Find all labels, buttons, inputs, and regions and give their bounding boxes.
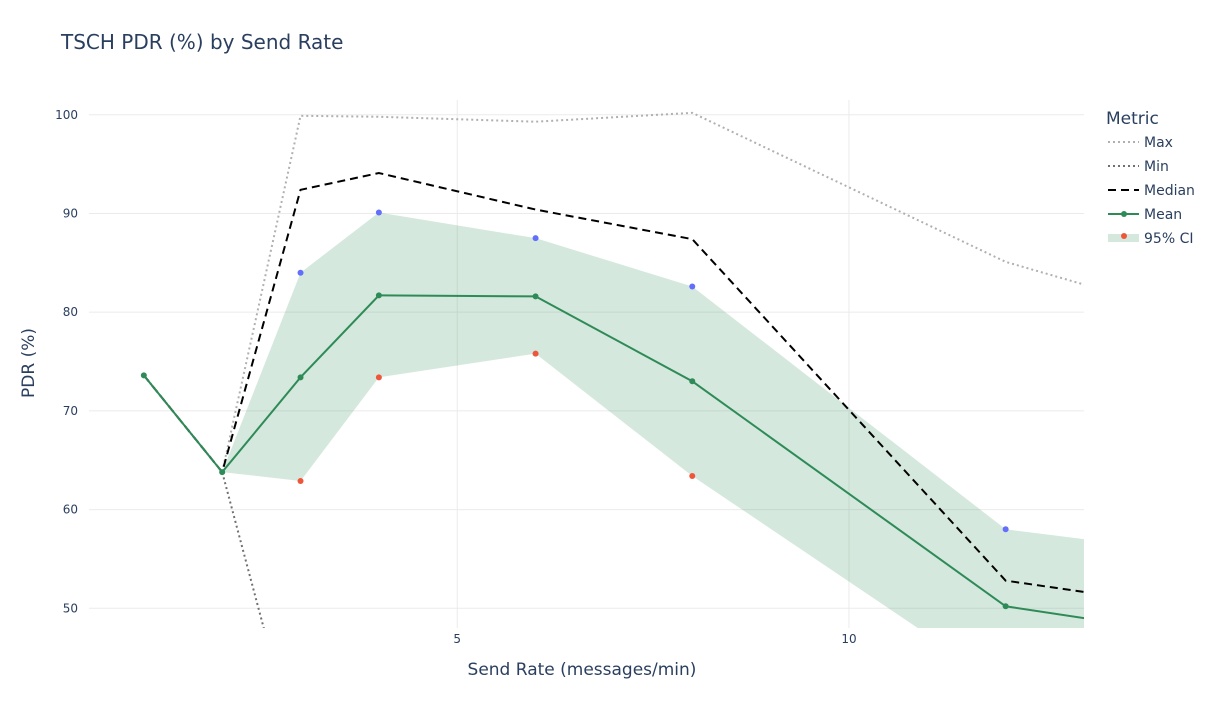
legend-label: Mean bbox=[1144, 207, 1182, 223]
legend-title: Metric bbox=[1106, 109, 1159, 129]
legend-item-median[interactable]: Median bbox=[1108, 183, 1195, 199]
legend[interactable]: Metric Max Min Median Mean 95% CI bbox=[1106, 109, 1195, 247]
legend-marker bbox=[1121, 211, 1127, 217]
legend-label: Min bbox=[1144, 159, 1169, 175]
ci-upper-point bbox=[532, 235, 539, 242]
mean-point bbox=[219, 469, 226, 476]
mean-point bbox=[375, 292, 382, 299]
chart-title: TSCH PDR (%) by Send Rate bbox=[60, 30, 343, 54]
ci-upper-point bbox=[1159, 546, 1165, 552]
y-tick-label: 90 bbox=[63, 206, 78, 220]
max-line bbox=[143, 111, 1084, 475]
legend-item-mean[interactable]: Mean bbox=[1108, 207, 1182, 223]
legend-item-95-ci[interactable]: 95% CI bbox=[1108, 231, 1193, 247]
legend-item-min[interactable]: Min bbox=[1108, 159, 1169, 175]
y-tick-label: 60 bbox=[63, 503, 78, 517]
ci-lower-point bbox=[1003, 684, 1009, 690]
y-tick-label: 50 bbox=[63, 601, 78, 615]
x-axis-title: Send Rate (messages/min) bbox=[468, 660, 697, 680]
legend-item-max[interactable]: Max bbox=[1108, 135, 1173, 151]
axes: 50 60 70 80 90 100 5 10 bbox=[55, 108, 857, 646]
ci-band bbox=[143, 212, 1084, 628]
mean-point bbox=[1159, 627, 1165, 633]
median-line bbox=[143, 172, 1084, 593]
x-tick-label: 10 bbox=[841, 632, 856, 646]
ci-upper-point bbox=[689, 283, 696, 290]
ci-lower-point bbox=[532, 350, 539, 357]
plot-area bbox=[140, 111, 1165, 690]
y-tick-label: 100 bbox=[55, 108, 78, 122]
mean-point bbox=[689, 378, 696, 385]
mean-point bbox=[1002, 603, 1009, 610]
y-tick-label: 80 bbox=[63, 305, 78, 319]
ci-upper-point bbox=[375, 209, 382, 216]
ci-lower-point bbox=[689, 473, 696, 480]
legend-label: Median bbox=[1144, 183, 1195, 199]
legend-marker bbox=[1121, 233, 1127, 239]
mean-point bbox=[532, 293, 539, 300]
legend-label: 95% CI bbox=[1144, 231, 1193, 247]
legend-label: Max bbox=[1144, 135, 1173, 151]
y-axis-title: PDR (%) bbox=[19, 328, 39, 398]
ci-lower-point bbox=[375, 374, 382, 381]
gridlines bbox=[89, 100, 1084, 628]
mean-point bbox=[297, 374, 304, 381]
ci-upper-point bbox=[1002, 526, 1009, 533]
y-tick-label: 70 bbox=[63, 404, 78, 418]
ci-lower-point bbox=[297, 477, 304, 484]
mean-point bbox=[140, 372, 147, 379]
x-tick-label: 5 bbox=[453, 632, 461, 646]
mean-line bbox=[143, 294, 1084, 620]
ci-upper-point bbox=[297, 269, 304, 276]
